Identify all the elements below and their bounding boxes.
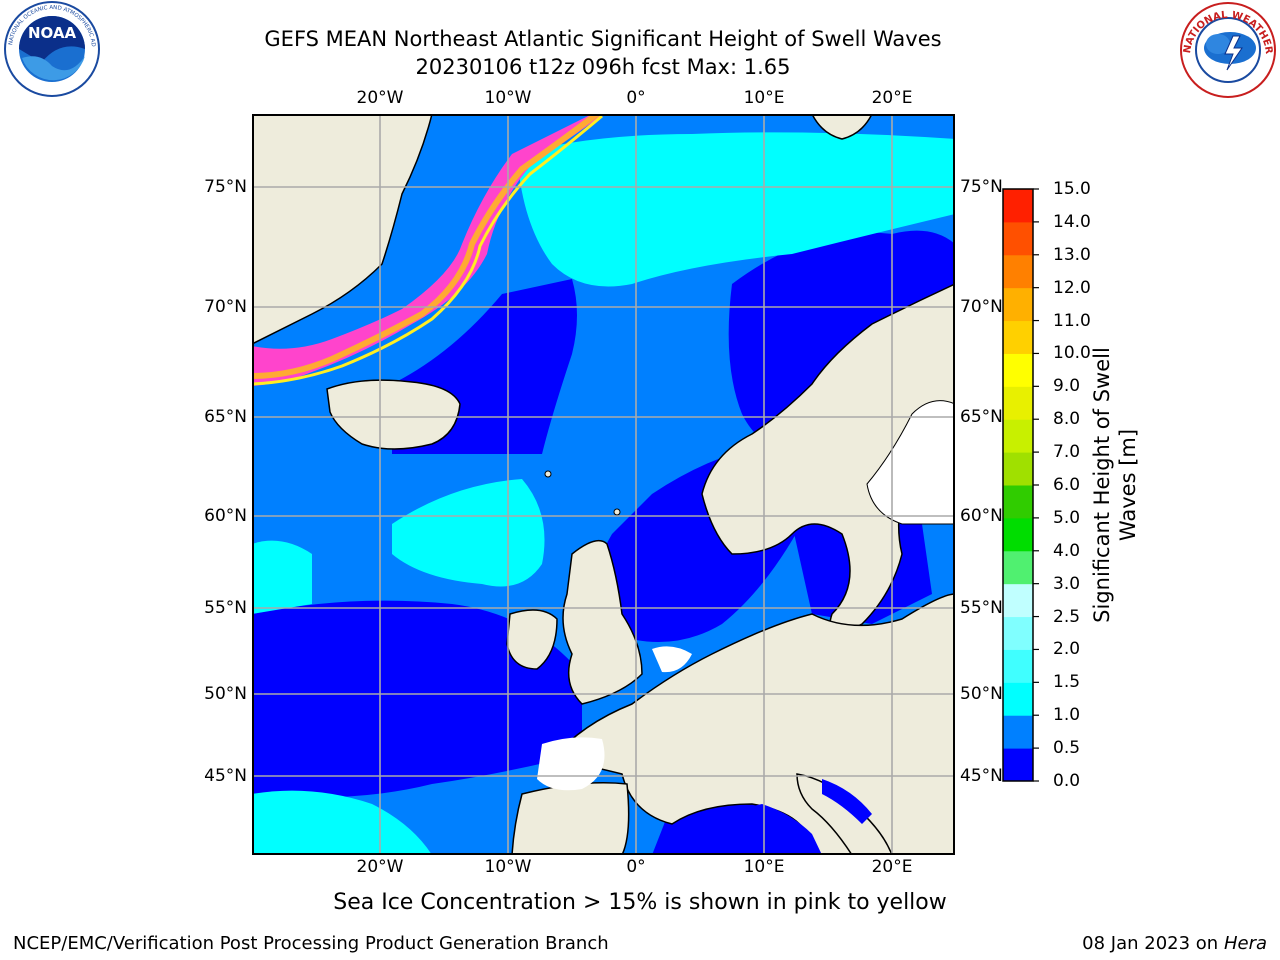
colorbar-tick-label: 14.0 (1053, 211, 1091, 232)
sea-ice-margin (253, 115, 603, 386)
lat-tick-left-45n: 45°N (204, 766, 247, 786)
europe-landmass (550, 593, 954, 854)
colorbar-tick-label: 12.0 (1053, 277, 1091, 298)
lat-tick-right-60n: 60°N (960, 506, 1003, 526)
colorbar-tick-label: 9.0 (1053, 376, 1081, 397)
swell-field-mid-north (517, 132, 954, 287)
swell-field-low-atlantic (253, 600, 582, 798)
lat-tick-right-50n: 50°N (960, 684, 1003, 704)
lon-tick-bottom-10w: 10°W (484, 857, 532, 877)
lat-tick-right-75n: 75°N (960, 177, 1003, 197)
colorbar-tick-label: 2.0 (1053, 639, 1081, 660)
colorbar-tick-label: 2.5 (1053, 606, 1081, 627)
colorbar-tick-label: 11.0 (1053, 310, 1091, 331)
colorbar-segment (1003, 189, 1033, 223)
lat-tick-right-55n: 55°N (960, 598, 1003, 618)
colorbar-segment (1003, 517, 1033, 552)
adriatic-sea (822, 779, 872, 824)
lon-tick-top-20w: 20°W (356, 88, 404, 108)
colorbar-segment (1003, 682, 1033, 716)
footer-on-text: on (1195, 933, 1219, 954)
north-sea-nodata (652, 646, 692, 673)
colorbar-segment (1003, 583, 1033, 618)
colorbar-segment (1003, 221, 1033, 256)
colorbar-tick-label: 13.0 (1053, 244, 1091, 265)
scandinavia-landmass (701, 283, 954, 633)
colorbar-segment (1003, 485, 1033, 519)
lat-tick-left-75n: 75°N (204, 177, 247, 197)
svg-text:NOAA: NOAA (28, 24, 77, 42)
colorbar-tick-label: 5.0 (1053, 507, 1081, 528)
lon-tick-bottom-10e: 10°E (743, 857, 785, 877)
colorbar-segment (1003, 550, 1033, 585)
sea-ice-caption: Sea Ice Concentration > 15% is shown in … (333, 890, 947, 915)
footer-date-text: 08 Jan 2023 (1082, 933, 1191, 954)
lon-tick-top-0: 0° (626, 88, 646, 108)
colorbar-tick-label: 8.0 (1053, 409, 1081, 430)
greenland-landmass (253, 115, 433, 345)
swell-field-mid-southwest (253, 790, 432, 854)
colorbar-tick-label: 3.0 (1053, 573, 1081, 594)
lon-tick-top-10w: 10°W (484, 88, 532, 108)
chart-subtitle: 20230106 t12z 096h fcst Max: 1.65 (415, 55, 791, 79)
iceland-landmass (326, 379, 461, 450)
colorbar-segment (1003, 287, 1033, 322)
biscay-nodata (537, 737, 605, 791)
colorbar-segment (1003, 353, 1033, 387)
colorbar-tick-label: 15.0 (1053, 179, 1091, 199)
swell-field-mid-west (253, 540, 312, 614)
sea-ice-edge (253, 115, 599, 379)
map-grid (253, 115, 954, 854)
ireland-landmass (506, 609, 558, 670)
colorbar (1002, 188, 1039, 782)
noaa-logo: NOAA NATIONAL OCEANIC AND ATMOSPHERIC AD… (0, 0, 100, 97)
lon-tick-bottom-0: 0° (626, 857, 646, 877)
sea-ice-band (253, 115, 603, 386)
lat-tick-right-45n: 45°N (960, 766, 1003, 786)
great-britain-landmass (562, 539, 643, 705)
lat-tick-left-70n: 70°N (204, 297, 247, 317)
lon-tick-top-20e: 20°E (871, 88, 913, 108)
colorbar-tick-label: 10.0 (1053, 343, 1091, 364)
svalbard-landmass (811, 115, 873, 140)
colorbar-segment (1003, 748, 1033, 782)
mediterranean-sea (682, 804, 822, 854)
swell-field-mid-central (392, 479, 545, 587)
colorbar-tick-label: 1.0 (1053, 705, 1081, 726)
colorbar-tick-label: 0.0 (1053, 771, 1081, 791)
lat-tick-right-65n: 65°N (960, 407, 1003, 427)
lon-tick-bottom-20w: 20°W (356, 857, 404, 877)
faroe-islands (544, 470, 552, 478)
colorbar-title: Significant Height of Swell Waves [m] (1090, 347, 1140, 623)
shetland-islands (613, 508, 621, 516)
colorbar-segment (1003, 320, 1033, 354)
lat-tick-left-60n: 60°N (204, 506, 247, 526)
colorbar-tick-label: 4.0 (1053, 540, 1081, 561)
footer-producer: NCEP/EMC/Verification Post Processing Pr… (13, 933, 609, 954)
lon-tick-top-10e: 10°E (743, 88, 785, 108)
lat-tick-right-70n: 70°N (960, 297, 1003, 317)
lat-tick-left-55n: 55°N (204, 598, 247, 618)
colorbar-segment (1003, 254, 1033, 289)
chart-title: GEFS MEAN Northeast Atlantic Significant… (264, 27, 942, 51)
lon-tick-bottom-20e: 20°E (871, 857, 913, 877)
colorbar-segment (1003, 452, 1033, 486)
lat-tick-left-65n: 65°N (204, 407, 247, 427)
footer-date: 08 Jan 2023 on Hera (1082, 933, 1267, 954)
colorbar-segment (1003, 419, 1033, 453)
lat-tick-left-50n: 50°N (204, 684, 247, 704)
colorbar-segment (1003, 616, 1033, 650)
colorbar-segment (1003, 649, 1033, 683)
colorbar-tick-label: 7.0 (1053, 442, 1081, 463)
nws-logo: NATIONAL WEATHER SERVICE (1178, 0, 1276, 98)
iberia-landmass (511, 782, 630, 854)
colorbar-tick-label: 6.0 (1053, 475, 1081, 495)
map-frame (252, 114, 955, 855)
footer-machine: Hera (1223, 933, 1267, 954)
colorbar-segment (1003, 715, 1033, 749)
colorbar-segment (1003, 386, 1033, 420)
colorbar-tick-label: 0.5 (1053, 738, 1081, 759)
colorbar-tick-label: 1.5 (1053, 672, 1081, 693)
swell-height-map (252, 114, 955, 855)
